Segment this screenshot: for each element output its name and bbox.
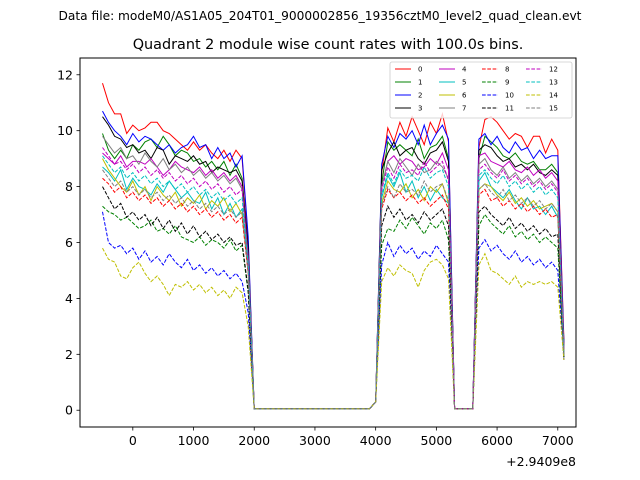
legend-label: 5 — [462, 79, 466, 87]
y-tick-label: 6 — [65, 235, 73, 250]
x-tick-label: 5000 — [420, 433, 452, 448]
y-tick-label: 12 — [57, 67, 73, 82]
legend-label: 15 — [549, 105, 558, 113]
y-axis: 0 2 4 6 8 10 12 — [57, 67, 80, 418]
x-tick-label: 1000 — [178, 433, 210, 448]
legend-label: 9 — [505, 79, 509, 87]
legend-label: 13 — [549, 79, 558, 87]
legend-label: 14 — [549, 92, 558, 100]
series-line-13 — [102, 155, 565, 410]
legend-box — [389, 61, 573, 119]
legend-label: 11 — [505, 105, 514, 113]
plot-lines — [102, 83, 565, 410]
legend-label: 10 — [505, 92, 514, 100]
series-line-8 — [102, 177, 565, 410]
legend-label: 3 — [418, 105, 422, 113]
legend-label: 8 — [505, 66, 509, 74]
suptitle: Data file: modeM0/AS1A05_204T01_90000028… — [59, 9, 582, 23]
x-tick-label: 6000 — [481, 433, 513, 448]
x-tick-label: 2000 — [238, 433, 270, 448]
y-tick-label: 0 — [65, 403, 73, 418]
y-tick-label: 4 — [65, 291, 73, 306]
legend-label: 7 — [462, 105, 466, 113]
x-tick-label: 7000 — [542, 433, 574, 448]
y-tick-label: 10 — [57, 123, 73, 138]
legend-label: 1 — [418, 79, 422, 87]
y-tick-label: 2 — [65, 347, 73, 362]
x-tick-label: 4000 — [360, 433, 392, 448]
y-tick-label: 8 — [65, 179, 73, 194]
chart-title: Quadrant 2 module wise count rates with … — [133, 37, 524, 53]
series-line-15 — [102, 169, 565, 410]
x-tick-label: 0 — [129, 433, 137, 448]
legend-label: 4 — [462, 66, 467, 74]
x-axis: 0 1000 2000 3000 4000 5000 6000 7000 — [129, 427, 574, 448]
legend-label: 0 — [418, 66, 422, 74]
legend-label: 2 — [418, 92, 422, 100]
legend-label: 6 — [462, 92, 467, 100]
x-tick-label: 3000 — [299, 433, 331, 448]
axes-frame — [79, 57, 577, 428]
x-offset-text: +2.9409e8 — [506, 454, 576, 469]
legend-label: 12 — [549, 66, 558, 74]
